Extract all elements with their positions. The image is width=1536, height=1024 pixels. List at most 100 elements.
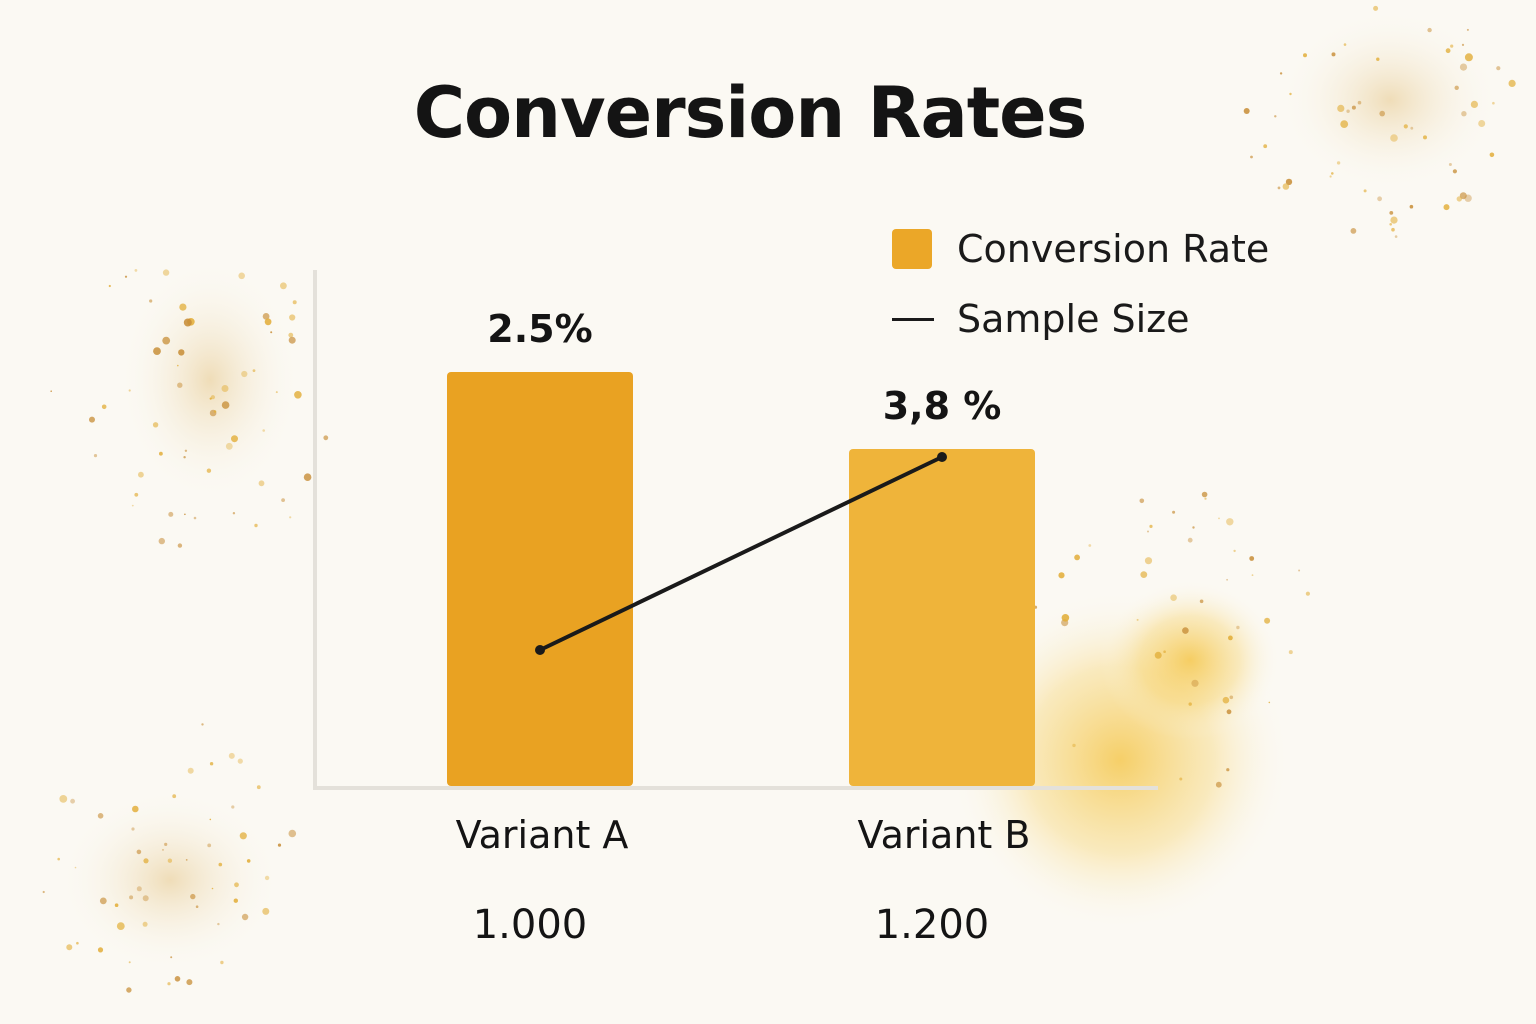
decor-speck bbox=[1170, 594, 1177, 601]
decor-speck bbox=[1249, 556, 1255, 561]
decor-speck bbox=[254, 523, 258, 528]
decor-speck bbox=[1363, 189, 1367, 193]
chart-title: Conversion Rates bbox=[413, 72, 1088, 154]
decor-speck bbox=[136, 849, 142, 855]
legend: Conversion Rate Sample Size bbox=[892, 214, 1269, 354]
decor-speck bbox=[138, 471, 144, 478]
decor-speck bbox=[1357, 100, 1362, 105]
decor-speck bbox=[246, 859, 251, 863]
decor-speck bbox=[221, 401, 230, 409]
decor-speck bbox=[1376, 57, 1380, 61]
decor-speck bbox=[1389, 223, 1392, 226]
decor-speck bbox=[1409, 204, 1414, 209]
decor-speck bbox=[142, 895, 149, 902]
decor-speck bbox=[179, 303, 187, 311]
decor-speck bbox=[288, 332, 294, 338]
decor-speck bbox=[93, 454, 98, 458]
decor-speck bbox=[74, 866, 77, 869]
decor-speck bbox=[1285, 178, 1293, 186]
decor-speck bbox=[124, 275, 128, 278]
decor-speck bbox=[1452, 169, 1457, 174]
decor-speck bbox=[1346, 109, 1350, 113]
decor-speck bbox=[281, 498, 285, 502]
decor-speck bbox=[1379, 110, 1385, 117]
decor-speck bbox=[50, 390, 52, 393]
decor-speck bbox=[1423, 135, 1427, 140]
decor-speck bbox=[57, 857, 60, 861]
category-label: Variant B bbox=[858, 813, 1031, 857]
decor-speck bbox=[153, 347, 161, 355]
decor-speck bbox=[158, 537, 165, 545]
decor-speck bbox=[211, 887, 214, 890]
decor-speck bbox=[1179, 777, 1183, 781]
decor-speck bbox=[134, 492, 139, 497]
decor-splash bbox=[1100, 580, 1280, 740]
decor-speck bbox=[1394, 235, 1398, 238]
decor-speck bbox=[1061, 614, 1070, 622]
decor-speck bbox=[323, 435, 329, 441]
decor-speck bbox=[292, 300, 297, 305]
decor-speck bbox=[1251, 574, 1254, 576]
decor-speck bbox=[1343, 43, 1347, 46]
decor-speck bbox=[1226, 709, 1232, 715]
decor-speck bbox=[1459, 63, 1468, 71]
decor-speck bbox=[76, 941, 79, 945]
decor-speck bbox=[1390, 216, 1398, 224]
sample-size-label: 1.000 bbox=[473, 902, 588, 948]
decor-speck bbox=[264, 875, 270, 881]
decor-speck bbox=[1464, 53, 1473, 62]
decor-speck bbox=[1331, 172, 1334, 175]
decor-speck bbox=[116, 922, 125, 930]
decor-speck bbox=[1136, 618, 1139, 621]
sample-size-point bbox=[937, 452, 947, 462]
decor-speck bbox=[280, 282, 287, 290]
decor-speck bbox=[70, 798, 75, 804]
decor-speck bbox=[206, 468, 212, 473]
decor-speck bbox=[1072, 743, 1076, 748]
decor-speck bbox=[1427, 27, 1432, 33]
decor-speck bbox=[126, 987, 132, 993]
decor-dust bbox=[60, 790, 280, 970]
decor-speck bbox=[1448, 163, 1452, 166]
decor-speck bbox=[172, 794, 177, 799]
decor-speck bbox=[1229, 695, 1234, 700]
decor-speck bbox=[1074, 554, 1080, 561]
decor-speckles bbox=[42, 5, 1516, 993]
decor-speck bbox=[1443, 204, 1450, 211]
decor-speck bbox=[1218, 517, 1220, 520]
decor-speck bbox=[1466, 28, 1469, 31]
decor-speck bbox=[131, 504, 134, 507]
decor-speck bbox=[162, 269, 170, 276]
decor-speck bbox=[1188, 702, 1192, 706]
decor-speck bbox=[1340, 120, 1349, 128]
legend-swatch-bar bbox=[892, 229, 932, 269]
decor-speck bbox=[1154, 651, 1162, 659]
legend-label-conversion-rate: Conversion Rate bbox=[957, 227, 1270, 271]
decor-speck bbox=[1470, 100, 1478, 108]
decor-speck bbox=[270, 331, 273, 334]
decor-speck bbox=[186, 979, 193, 986]
decor-speck bbox=[1303, 53, 1307, 58]
decor-speck bbox=[258, 480, 265, 487]
decor-speck bbox=[1450, 44, 1454, 48]
sample-size-label: 1.200 bbox=[875, 902, 990, 948]
bar-variant-a bbox=[447, 372, 633, 786]
decor-speck bbox=[217, 922, 220, 926]
decor-speck bbox=[264, 318, 272, 326]
decor-speck bbox=[177, 382, 183, 388]
decor-speck bbox=[1274, 115, 1277, 118]
decor-speck bbox=[1243, 108, 1250, 114]
decor-speck bbox=[233, 898, 238, 903]
sample-size-line bbox=[539, 455, 943, 652]
decor-speck bbox=[231, 805, 235, 809]
decor-speck bbox=[101, 404, 107, 410]
sample-size-point bbox=[535, 645, 545, 655]
decor-speck bbox=[289, 314, 296, 321]
decor-speck bbox=[129, 895, 134, 900]
decor-speck bbox=[1508, 79, 1516, 87]
decor-speck bbox=[1139, 498, 1145, 504]
decor-speck bbox=[184, 449, 188, 452]
decor-speck bbox=[193, 516, 197, 520]
decor-speck bbox=[128, 961, 131, 964]
